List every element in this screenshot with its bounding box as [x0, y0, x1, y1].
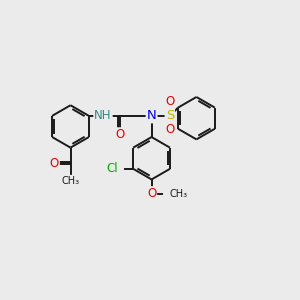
Text: Cl: Cl	[107, 162, 118, 175]
Text: O: O	[165, 95, 175, 108]
Text: CH₃: CH₃	[61, 176, 80, 186]
Text: O: O	[165, 124, 175, 136]
Text: NH: NH	[94, 109, 112, 122]
Text: O: O	[147, 187, 156, 200]
Text: O: O	[116, 128, 125, 141]
Text: O: O	[50, 157, 59, 170]
Text: N: N	[147, 109, 157, 122]
Text: CH₃: CH₃	[169, 189, 188, 199]
Text: S: S	[166, 109, 174, 122]
